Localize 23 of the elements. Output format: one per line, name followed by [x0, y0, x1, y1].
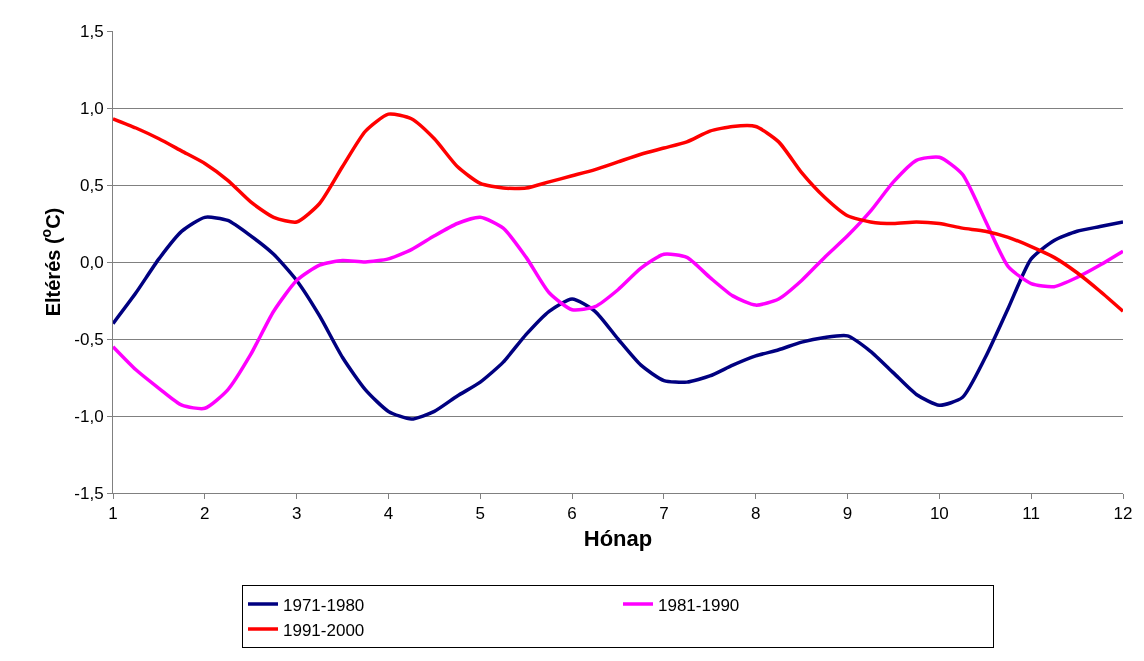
x-tick-label: 3 [291, 504, 302, 524]
x-tick-label: 7 [659, 504, 669, 524]
x-tick-label: 5 [475, 504, 485, 524]
x-tick-label: 6 [567, 504, 577, 524]
x-tick-label: 10 [929, 504, 949, 524]
y-tick-label: 0,0 [79, 252, 104, 272]
x-tick-label: 11 [1022, 504, 1041, 524]
y-tick-label: 1,0 [79, 98, 104, 118]
y-tick-label: -0,5 [74, 329, 104, 349]
legend-label: 1971-1980 [283, 595, 365, 615]
y-tick-label: 1,5 [79, 21, 104, 41]
x-tick-label: 1 [108, 504, 118, 524]
x-tick-label: 8 [751, 504, 761, 524]
x-tick-label: 9 [842, 504, 853, 524]
x-tick-label: 4 [383, 504, 394, 524]
y-tick-label: -1,0 [74, 406, 104, 426]
y-tick-label: 0,5 [79, 175, 104, 195]
legend-label: 1991-2000 [283, 620, 365, 640]
x-tick-label: 2 [200, 504, 210, 524]
legend-label: 1981-1990 [658, 595, 740, 615]
x-tick-label: 12 [1113, 504, 1133, 524]
x-axis-title: Hónap [583, 526, 653, 552]
y-tick-label: -1,5 [74, 483, 104, 503]
